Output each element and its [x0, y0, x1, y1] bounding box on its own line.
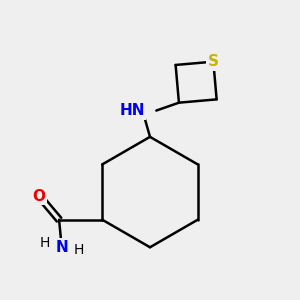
Text: S: S: [208, 54, 219, 69]
Text: O: O: [33, 188, 46, 203]
Text: N: N: [55, 239, 68, 254]
Text: H: H: [73, 243, 84, 256]
Text: HN: HN: [119, 103, 145, 118]
Text: H: H: [40, 236, 50, 250]
